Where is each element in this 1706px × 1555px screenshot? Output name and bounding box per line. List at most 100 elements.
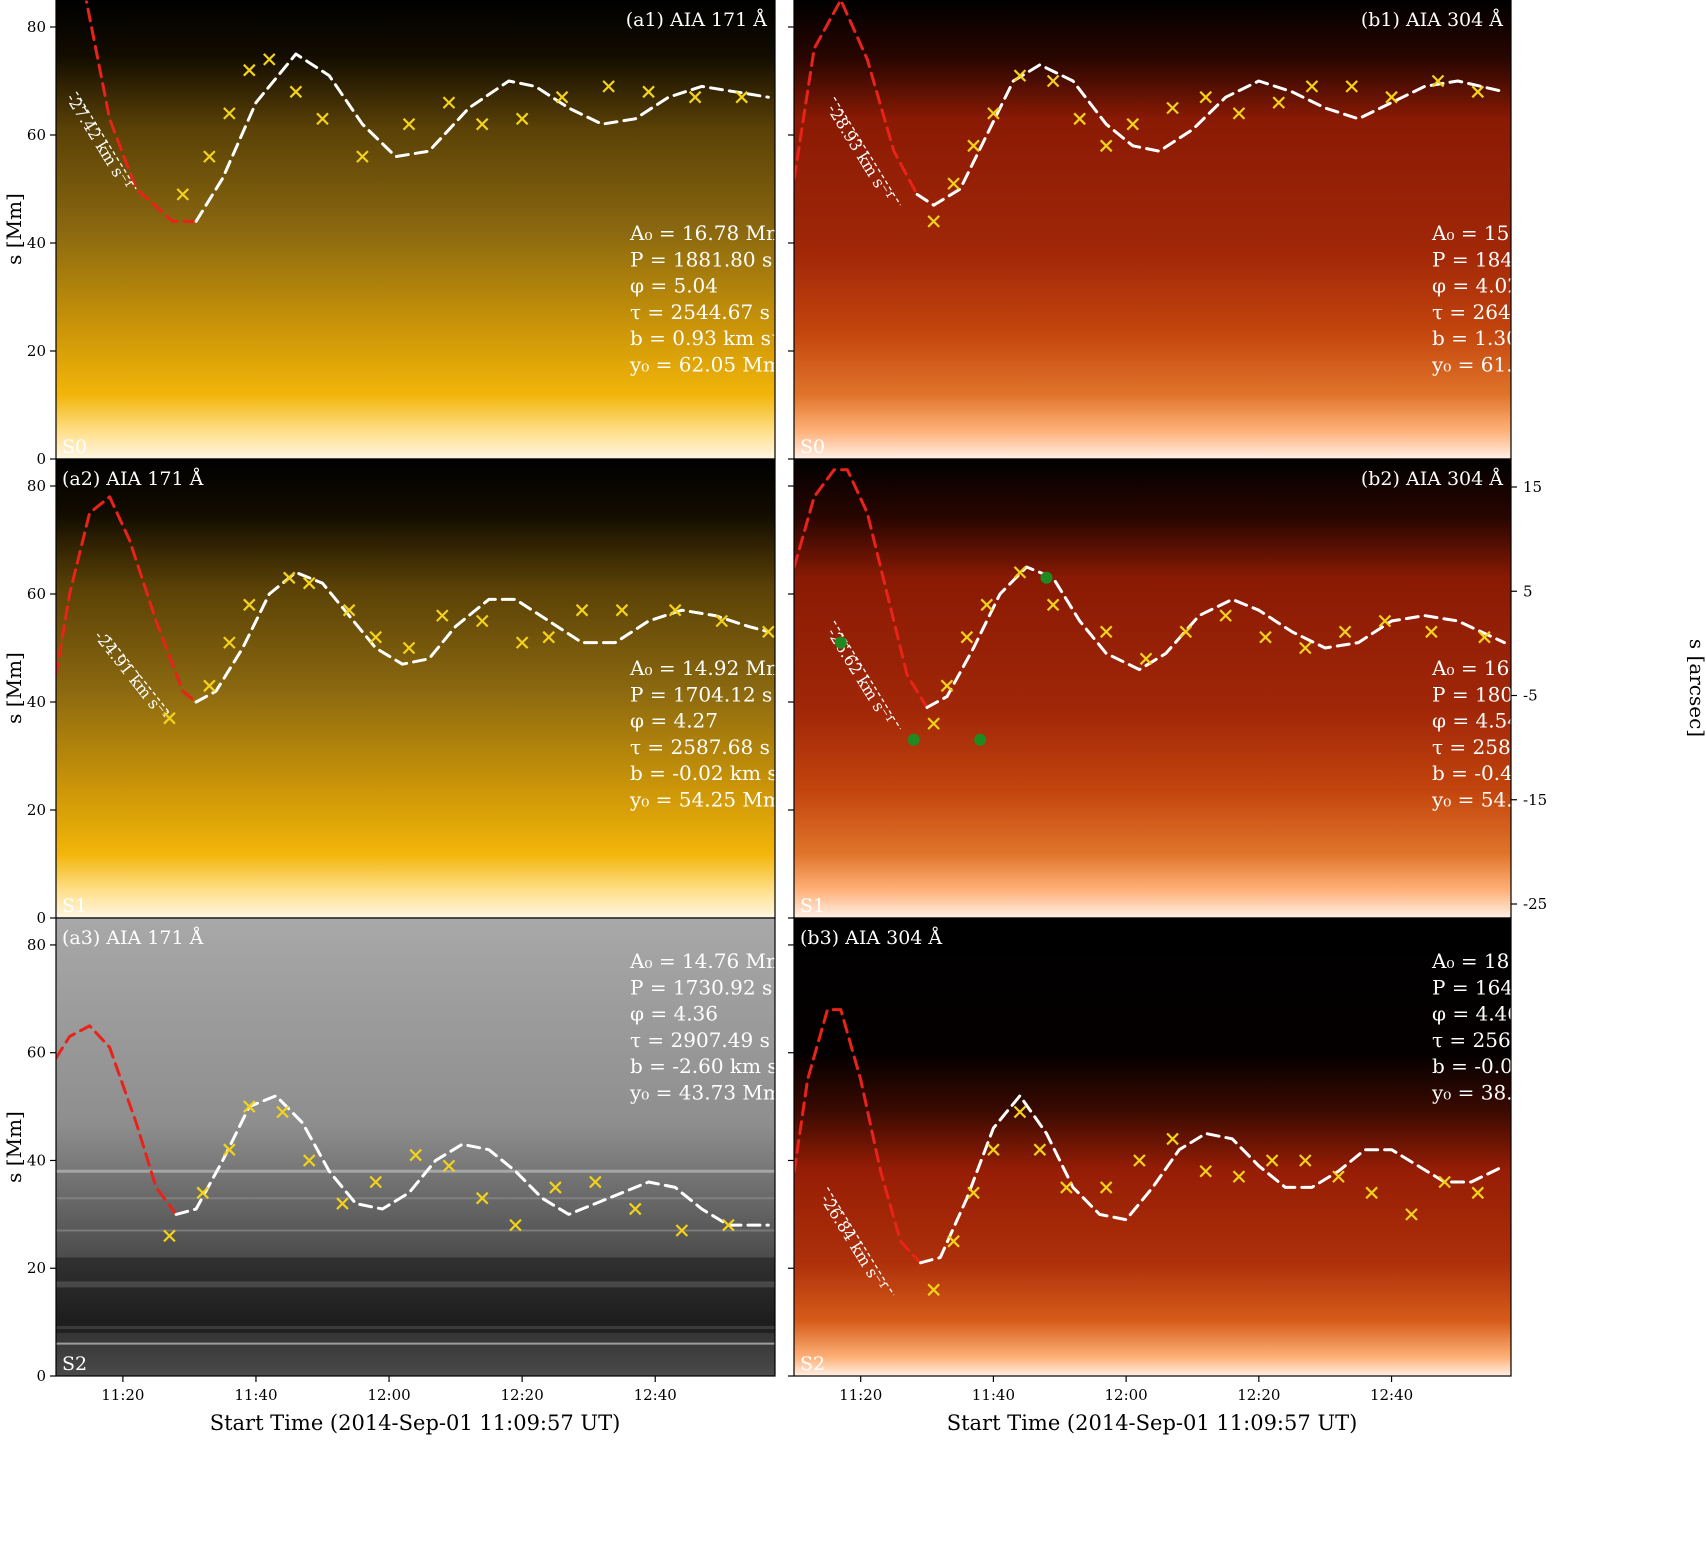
marker bbox=[1179, 625, 1193, 639]
ytick-right-label: -5 bbox=[1523, 687, 1538, 705]
marker bbox=[688, 90, 702, 104]
fit-param: y₀ = 38.56 Mm bbox=[1431, 1081, 1584, 1105]
fit-param: b = -0.02 km s⁻¹ bbox=[630, 761, 796, 785]
marker bbox=[1272, 96, 1286, 109]
marker bbox=[1378, 614, 1392, 628]
marker bbox=[289, 85, 303, 99]
marker bbox=[442, 1159, 456, 1173]
marker bbox=[1033, 1143, 1047, 1156]
ytick-label: 40 bbox=[27, 693, 46, 711]
marker bbox=[1013, 1105, 1027, 1119]
ytick-label: 60 bbox=[27, 1044, 46, 1062]
marker bbox=[967, 1186, 980, 1200]
fit-param: φ = 4.36 bbox=[630, 1002, 718, 1026]
green-point bbox=[907, 733, 920, 746]
marker bbox=[203, 679, 216, 693]
ytick-label: 60 bbox=[27, 126, 46, 144]
marker bbox=[715, 614, 729, 628]
velocity-line bbox=[833, 96, 902, 206]
ytick-label: 80 bbox=[27, 18, 46, 36]
ytick-label: 20 bbox=[27, 342, 46, 360]
marker bbox=[668, 603, 682, 617]
fit-curve-red bbox=[794, 0, 919, 196]
marker bbox=[509, 1218, 522, 1232]
xtick-label: 12:40 bbox=[1370, 1386, 1413, 1404]
marker bbox=[356, 150, 369, 163]
marker bbox=[940, 679, 954, 693]
fit-param: y₀ = 61.32 Mm bbox=[1431, 353, 1584, 377]
marker bbox=[243, 1100, 256, 1113]
panel-title: (a2) AIA 171 Å bbox=[62, 468, 204, 490]
marker bbox=[475, 117, 489, 131]
markers-a1 bbox=[176, 53, 749, 201]
fit-param: y₀ = 54.39 Mm bbox=[1431, 788, 1584, 812]
marker bbox=[1425, 625, 1438, 639]
ytick-label: 0 bbox=[36, 909, 46, 927]
ylabel-bottom: s [Mm] bbox=[2, 1111, 26, 1183]
xtick-label: 11:20 bbox=[101, 1386, 144, 1404]
dark-band bbox=[56, 1257, 775, 1333]
marker bbox=[262, 53, 276, 66]
xlabel-right: Start Time (2014-Sep-01 11:09:57 UT) bbox=[947, 1411, 1358, 1435]
fit-param: A₀ = 15.53 Mm bbox=[1431, 221, 1587, 245]
panel-image-a3 bbox=[56, 918, 775, 1376]
marker bbox=[927, 717, 940, 730]
ylabel-middle: s [Mm] bbox=[2, 652, 26, 724]
marker bbox=[223, 1143, 236, 1156]
ytick-right-label: 15 bbox=[1523, 478, 1542, 496]
fit-param: y₀ = 43.73 Mm bbox=[629, 1081, 782, 1105]
xtick-label: 11:40 bbox=[234, 1386, 277, 1404]
ytick-label: 0 bbox=[36, 450, 46, 468]
panel-title: (b2) AIA 304 Å bbox=[1361, 468, 1503, 490]
marker bbox=[927, 215, 940, 228]
panel-title: (b1) AIA 304 Å bbox=[1361, 9, 1503, 31]
markers-a2 bbox=[163, 571, 775, 725]
xlabel-left: Start Time (2014-Sep-01 11:09:57 UT) bbox=[210, 1411, 621, 1435]
marker bbox=[1199, 90, 1213, 104]
velocity-line bbox=[75, 91, 137, 190]
marker bbox=[575, 603, 589, 617]
panel-title: (b3) AIA 304 Å bbox=[800, 927, 942, 949]
ytick-label: 20 bbox=[27, 801, 46, 819]
ytick-label: 0 bbox=[36, 1367, 46, 1385]
panel-image-a2 bbox=[56, 459, 775, 918]
marker bbox=[1013, 69, 1027, 82]
marker bbox=[316, 112, 329, 126]
marker bbox=[927, 1283, 940, 1297]
marker bbox=[475, 1191, 489, 1205]
marker bbox=[980, 598, 994, 612]
fit-param: A₀ = 14.76 Mm bbox=[629, 949, 785, 973]
slit-label: S1 bbox=[62, 895, 87, 917]
marker bbox=[1060, 1181, 1073, 1194]
marker bbox=[223, 107, 236, 120]
marker bbox=[369, 630, 383, 644]
marker bbox=[947, 1235, 960, 1248]
fit-curve-red bbox=[794, 1008, 922, 1265]
fit-param: φ = 4.46 bbox=[1432, 1002, 1520, 1026]
fit-param: y₀ = 54.25 Mm bbox=[629, 788, 782, 812]
marker bbox=[1166, 101, 1179, 115]
marker bbox=[243, 598, 256, 612]
markers-a3 bbox=[163, 1100, 735, 1243]
curves-b1 bbox=[794, 0, 1506, 207]
marker bbox=[675, 1224, 689, 1237]
fit-param: b = -2.60 km s⁻¹ bbox=[630, 1054, 796, 1078]
fit-param: τ = 2587.68 s bbox=[630, 735, 770, 759]
markers-b2 bbox=[927, 566, 1491, 730]
marker bbox=[475, 614, 489, 628]
marker bbox=[967, 139, 980, 153]
marker bbox=[1265, 1154, 1279, 1167]
xtick-label: 12:00 bbox=[367, 1386, 410, 1404]
marker bbox=[1385, 90, 1398, 104]
marker bbox=[369, 1175, 383, 1189]
marker bbox=[402, 117, 416, 131]
marker bbox=[1073, 112, 1086, 126]
fit-param: b = -0.45 km s⁻¹ bbox=[1432, 761, 1598, 785]
xtick-label: 12:00 bbox=[1105, 1386, 1148, 1404]
marker bbox=[1431, 74, 1445, 88]
ylabel-top: s [Mm] bbox=[2, 193, 26, 265]
marker bbox=[515, 112, 529, 126]
